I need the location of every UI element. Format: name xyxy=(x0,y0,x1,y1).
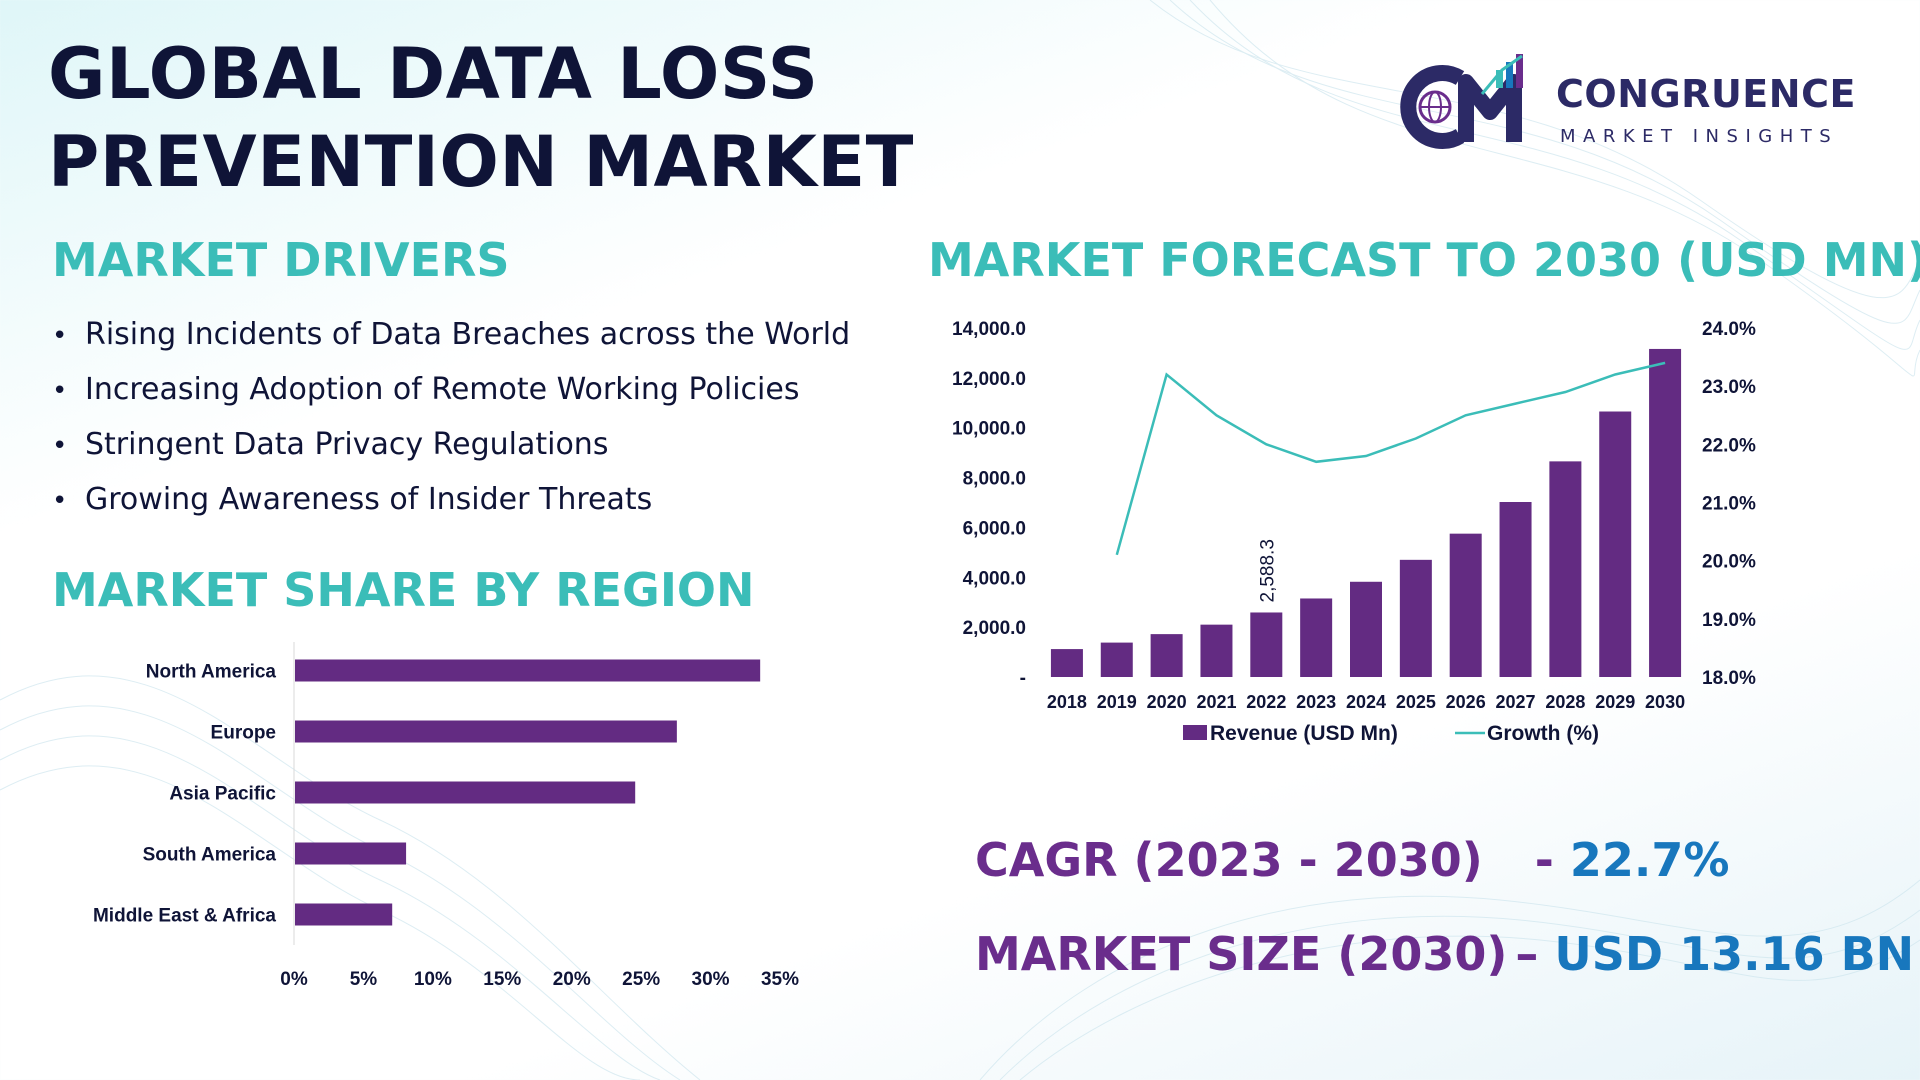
brand-logo: CONGRUENCE MARKET INSIGHTS xyxy=(1398,50,1878,160)
x-tick-label: 20% xyxy=(553,969,591,990)
right-y-tick-label: 20.0% xyxy=(1702,552,1756,573)
list-item: • Growing Awareness of Insider Threats xyxy=(52,473,850,528)
revenue-bar xyxy=(1350,581,1382,677)
market-size-value: USD 13.16 BN xyxy=(1554,927,1915,981)
driver-text: Rising Incidents of Data Breaches across… xyxy=(85,317,851,352)
region-bar xyxy=(295,781,636,804)
market-drivers-heading: MARKET DRIVERS xyxy=(52,233,510,287)
revenue-bar xyxy=(1150,634,1183,677)
left-y-tick-label: 10,000.0 xyxy=(952,419,1026,440)
driver-text: Stringent Data Privacy Regulations xyxy=(85,427,609,462)
right-y-tick-label: 22.0% xyxy=(1702,435,1756,456)
bullet-icon: • xyxy=(52,376,68,406)
x-tick-label: 2029 xyxy=(1595,692,1635,712)
page-title: GLOBAL DATA LOSS PREVENTION MARKET xyxy=(48,33,914,203)
x-tick-label: 2030 xyxy=(1645,692,1685,712)
region-share-chart: North America Europe Asia Pacific South Ame… xyxy=(93,642,799,990)
revenue-bar xyxy=(1499,502,1532,677)
legend-growth-label: Growth (%) xyxy=(1487,722,1599,745)
x-tick-label: 30% xyxy=(692,969,730,990)
region-bar xyxy=(295,903,393,926)
x-tick-label: 2025 xyxy=(1396,692,1436,712)
right-y-tick-label: 23.0% xyxy=(1702,377,1756,398)
left-y-tick-label: - xyxy=(1020,668,1026,689)
x-tick-label: 2019 xyxy=(1097,692,1137,712)
list-item: • Stringent Data Privacy Regulations xyxy=(52,418,850,473)
bullet-icon: • xyxy=(52,486,68,516)
region-bar xyxy=(295,842,407,865)
x-tick-label: 2018 xyxy=(1047,692,1087,712)
cagr-stat: CAGR (2023 - 2030) - 22.7% xyxy=(975,832,1730,888)
revenue-bar xyxy=(1549,461,1582,677)
logo-mark-icon xyxy=(1400,54,1523,149)
bullet-icon: • xyxy=(52,321,68,351)
region-bar xyxy=(295,659,761,682)
x-tick-label: 0% xyxy=(280,969,308,990)
list-item: • Rising Incidents of Data Breaches acros… xyxy=(52,308,850,363)
left-y-tick-label: 4,000.0 xyxy=(963,568,1026,589)
region-category-label: Middle East & Africa xyxy=(93,906,276,927)
revenue-bar xyxy=(1100,642,1133,677)
market-share-heading: MARKET SHARE BY REGION xyxy=(52,563,755,617)
left-y-tick-label: 8,000.0 xyxy=(963,469,1026,490)
revenue-data-label: 2,588.3 xyxy=(1257,539,1278,602)
x-tick-label: 2022 xyxy=(1246,692,1286,712)
revenue-bar xyxy=(1449,533,1482,677)
legend-revenue-label: Revenue (USD Mn) xyxy=(1210,722,1398,745)
brand-tagline: MARKET INSIGHTS xyxy=(1560,126,1839,147)
growth-line xyxy=(1115,361,1666,556)
revenue-bar xyxy=(1399,559,1432,677)
left-y-tick-label: 12,000.0 xyxy=(952,369,1026,390)
cagr-value: 22.7% xyxy=(1569,833,1730,887)
right-y-tick-label: 21.0% xyxy=(1702,494,1756,515)
list-item: • Increasing Adoption of Remote Working P… xyxy=(52,363,850,418)
left-y-tick-label: 14,000.0 xyxy=(952,319,1026,340)
right-y-tick-label: 18.0% xyxy=(1702,668,1756,689)
region-category-label: Asia Pacific xyxy=(169,784,276,805)
x-tick-label: 2023 xyxy=(1296,692,1336,712)
x-tick-label: 2027 xyxy=(1496,692,1536,712)
bullet-icon: • xyxy=(52,431,68,461)
market-size-stat: MARKET SIZE (2030) – USD 13.16 BN xyxy=(975,926,1914,982)
left-y-tick-label: 2,000.0 xyxy=(963,618,1026,639)
left-y-tick-label: 6,000.0 xyxy=(963,518,1026,539)
x-tick-label: 2028 xyxy=(1545,692,1585,712)
x-tick-label: 2024 xyxy=(1346,692,1386,712)
x-tick-label: 35% xyxy=(761,969,799,990)
right-y-tick-label: 24.0% xyxy=(1702,319,1756,340)
revenue-bar xyxy=(1200,624,1233,677)
market-size-label: MARKET SIZE (2030) xyxy=(975,927,1508,981)
x-tick-label: 25% xyxy=(622,969,660,990)
x-tick-label: 5% xyxy=(350,969,378,990)
revenue-bar xyxy=(1599,411,1632,677)
forecast-chart: - 2,000.0 4,000.0 6,000.0 8,000.0 10,000.0 12,… xyxy=(952,319,1756,745)
cagr-separator: - xyxy=(1534,833,1554,887)
x-tick-label: 2020 xyxy=(1147,692,1187,712)
revenue-bar xyxy=(1050,649,1083,677)
legend-revenue-swatch xyxy=(1183,725,1207,740)
cagr-label: CAGR (2023 - 2030) xyxy=(975,833,1483,887)
brand-name: CONGRUENCE xyxy=(1556,72,1856,116)
x-tick-label: 2021 xyxy=(1196,692,1236,712)
driver-text: Increasing Adoption of Remote Working Po… xyxy=(85,372,800,407)
region-bar xyxy=(295,720,677,743)
driver-text: Growing Awareness of Insider Threats xyxy=(85,482,653,517)
x-tick-label: 2026 xyxy=(1446,692,1486,712)
market-drivers-list: • Rising Incidents of Data Breaches acros… xyxy=(52,308,850,528)
region-category-label: South America xyxy=(143,845,277,866)
revenue-bar xyxy=(1300,598,1333,677)
market-forecast-heading: MARKET FORECAST TO 2030 (USD MN) xyxy=(928,233,1920,287)
region-category-label: North America xyxy=(146,662,277,683)
market-size-separator: – xyxy=(1515,927,1539,981)
region-category-label: Europe xyxy=(211,723,276,744)
revenue-bar xyxy=(1250,612,1283,677)
x-tick-label: 15% xyxy=(483,969,521,990)
x-tick-label: 10% xyxy=(414,969,452,990)
revenue-bar xyxy=(1649,348,1682,677)
right-y-tick-label: 19.0% xyxy=(1702,610,1756,631)
